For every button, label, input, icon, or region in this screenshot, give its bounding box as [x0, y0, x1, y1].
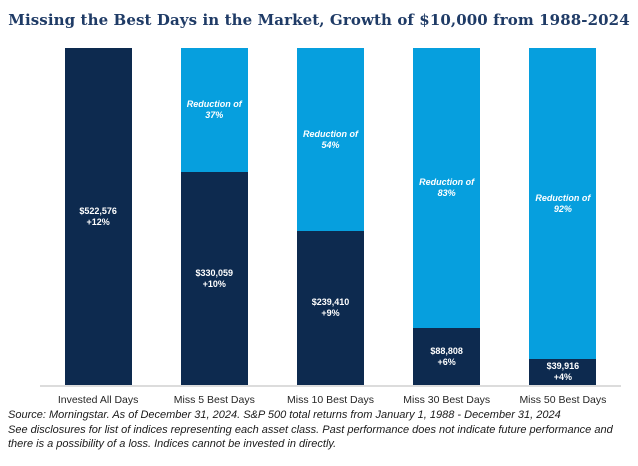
bar-dollar-value: $239,410	[311, 297, 350, 307]
reduction-label-line2: 83%	[437, 188, 456, 198]
bar-miss-50-best-days: Reduction of 92% $39,916 +4%	[529, 48, 597, 385]
bars-container: $522,576 +12% Reduction of 37% $330,059 +10% R…	[40, 48, 621, 385]
bar-invested-all-days: $522,576 +12%	[64, 48, 132, 385]
bar-value-label: $239,410 +9%	[312, 297, 350, 319]
reduction-label-line2: 92%	[553, 203, 572, 214]
bar-segment-reduction: Reduction of 37%	[180, 48, 248, 172]
reduction-label-line1: Reduction of	[419, 177, 475, 187]
reduction-label-line1: Reduction of	[186, 99, 242, 109]
bar-segment-value: $88,808 +6%	[413, 328, 481, 385]
bar-value-label: $522,576 +12%	[79, 206, 117, 228]
footnote-line-1: Source: Morningstar. As of December 31, …	[8, 409, 561, 421]
bar-value-label: $88,808 +6%	[430, 346, 463, 368]
bar-dollar-value: $88,808	[430, 345, 463, 356]
bar-return-value: +10%	[202, 278, 226, 289]
bar-segment-reduction: Reduction of 83%	[413, 48, 481, 328]
x-axis-label-miss-5-best-days: Miss 5 Best Days	[173, 394, 255, 406]
x-axis-label-miss-30-best-days: Miss 30 Best Days	[403, 394, 491, 406]
bar-dollar-value: $330,059	[195, 267, 234, 278]
x-axis-label-miss-50-best-days: Miss 50 Best Days	[519, 394, 607, 406]
reduction-label-line1: Reduction of	[302, 128, 358, 139]
reduction-label: Reduction of 37%	[187, 99, 242, 121]
footnote-line-2: See disclosures for list of indices repr…	[8, 423, 613, 436]
x-axis-line	[40, 385, 621, 387]
x-axis-label-invested-all-days: Invested All Days	[57, 394, 139, 406]
reduction-label-line1: Reduction of	[535, 192, 591, 203]
source-footnote: Source: Morningstar. As of December 31, …	[8, 408, 634, 452]
bar-miss-30-best-days: Reduction of 83% $88,808 +6%	[413, 48, 481, 385]
bar-miss-10-best-days: Reduction of 54% $239,410 +9%	[296, 48, 364, 385]
bar-value-label: $330,059 +10%	[196, 268, 234, 290]
bar-value-label: $39,916 +4%	[547, 361, 580, 383]
bar-segment-value: $239,410 +9%	[296, 231, 364, 385]
reduction-label-line2: 37%	[205, 110, 224, 120]
bar-dollar-value: $522,576	[79, 205, 117, 216]
x-axis-labels: Invested All Days Miss 5 Best Days Miss 10…	[40, 394, 621, 406]
bar-return-value: +9%	[321, 308, 340, 318]
reduction-label: Reduction of 92%	[535, 193, 590, 215]
chart-title: Missing the Best Days in the Market, Gro…	[8, 11, 630, 29]
bar-miss-5-best-days: Reduction of 37% $330,059 +10%	[180, 48, 248, 385]
bar-segment-value: $39,916 +4%	[529, 359, 597, 385]
bar-segment-value: $330,059 +10%	[180, 172, 248, 385]
x-axis-label-miss-10-best-days: Miss 10 Best Days	[287, 394, 374, 406]
bar-segment-reduction: Reduction of 54%	[296, 48, 364, 231]
bar-segment-value: $522,576 +12%	[64, 48, 132, 385]
bar-chart: $522,576 +12% Reduction of 37% $330,059 +10% R…	[40, 48, 621, 406]
footnote-line-3: there is a possibility of a loss. Indice…	[8, 438, 337, 450]
reduction-label: Reduction of 83%	[419, 177, 474, 199]
bar-segment-reduction: Reduction of 92%	[529, 48, 597, 359]
bar-return-value: +6%	[437, 356, 456, 367]
bar-dollar-value: $39,916	[546, 361, 580, 371]
reduction-label-line2: 54%	[321, 139, 340, 150]
reduction-label: Reduction of 54%	[303, 129, 358, 151]
bar-return-value: +4%	[553, 372, 572, 382]
bar-return-value: +12%	[86, 216, 110, 227]
